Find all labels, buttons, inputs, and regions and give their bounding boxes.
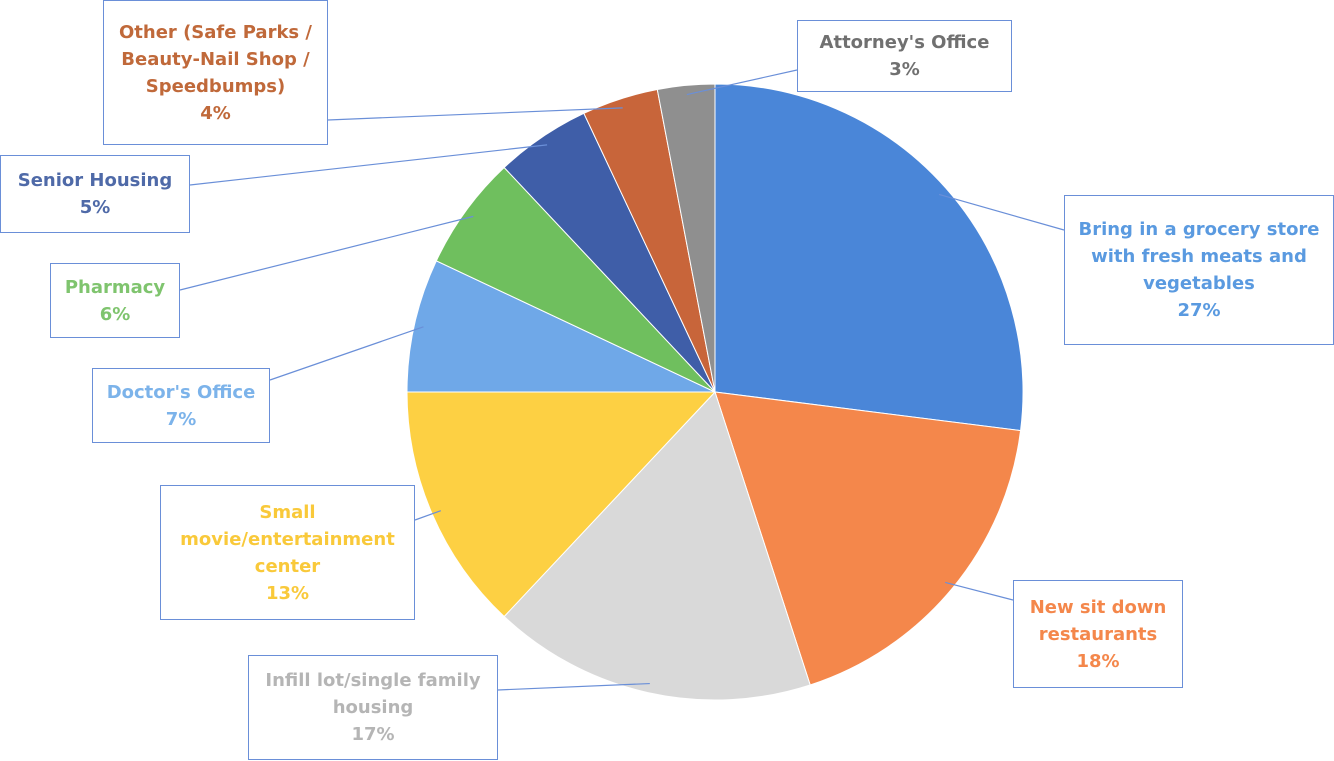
leader-line <box>269 326 424 381</box>
data-label: Attorney's Office 3% <box>797 20 1012 92</box>
pie-slice <box>714 391 1022 686</box>
pie-slice <box>714 83 1024 432</box>
data-label: Infill lot/single family housing 17% <box>248 655 498 760</box>
value-label: 5% <box>79 197 111 218</box>
leader-line <box>686 69 798 96</box>
value-label: 6% <box>99 303 131 325</box>
value-label: 27% <box>1177 300 1221 321</box>
data-label: Senior Housing 5% <box>0 155 190 233</box>
leader-line <box>938 193 1065 231</box>
data-label: Pharmacy 6% <box>50 263 180 338</box>
leader-line <box>179 215 474 291</box>
value-label: 4% <box>200 102 231 124</box>
category-label: Attorney's Office <box>819 32 990 53</box>
leader-line <box>945 581 1014 601</box>
category-label: Doctor's Office <box>106 381 256 403</box>
value-label: 13% <box>265 582 310 604</box>
data-label: New sit down restaurants 18% <box>1013 580 1183 688</box>
leader-line <box>189 144 548 186</box>
data-label: Doctor's Office 7% <box>92 368 270 443</box>
data-label: Other (Safe Parks / Beauty-Nail Shop / S… <box>103 0 328 145</box>
category-label: Senior Housing <box>17 170 173 191</box>
pie-slice <box>406 260 716 393</box>
value-label: 17% <box>351 724 395 745</box>
category-label: Pharmacy <box>64 276 166 298</box>
data-label: Bring in a grocery store with fresh meat… <box>1064 195 1334 345</box>
value-label: 3% <box>889 59 920 80</box>
leader-line <box>414 510 442 521</box>
category-label: Infill lot/single family housing <box>265 670 481 718</box>
leader-line <box>327 107 623 121</box>
pie-slice <box>503 391 811 701</box>
category-label: New sit down restaurants <box>1029 596 1167 645</box>
data-label: Small movie/entertainment center 13% <box>160 485 415 620</box>
value-label: 7% <box>165 408 197 430</box>
leader-line <box>497 682 650 691</box>
category-label: Other (Safe Parks / Beauty-Nail Shop / S… <box>119 21 312 97</box>
value-label: 18% <box>1076 650 1120 672</box>
category-label: Small movie/entertainment center <box>180 501 395 577</box>
pie-slice <box>656 83 716 393</box>
category-label: Bring in a grocery store with fresh meat… <box>1078 219 1320 294</box>
